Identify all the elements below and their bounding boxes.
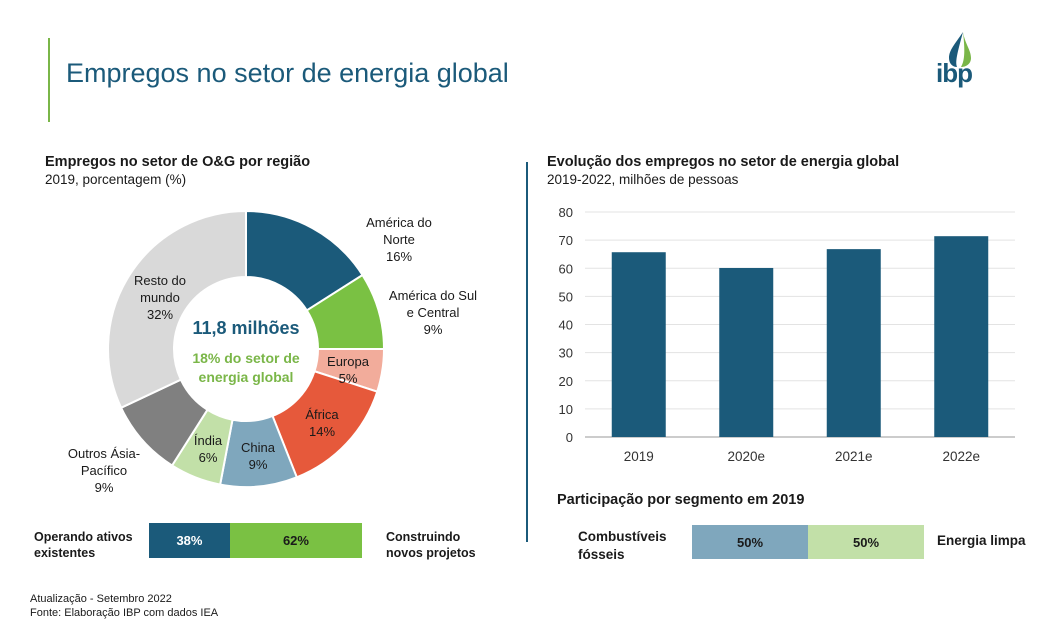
footer-update: Atualização - Setembro 2022 [30, 593, 172, 605]
slice-label-europe: Europa 5% [327, 354, 369, 386]
y-tick-label: 0 [566, 430, 573, 445]
bar-2021e [826, 249, 881, 437]
section-divider [526, 162, 528, 542]
bar-chart-title: Evolução dos empregos no setor de energi… [547, 154, 900, 170]
bar-chart: 0 10 20 30 40 50 60 70 80 2019 2020e 2021e 2022e [559, 205, 1015, 464]
y-tick-label: 80 [559, 205, 573, 220]
segment-right-label: Energia limpa [937, 533, 1026, 548]
ibp-logo-drop-icon [949, 32, 971, 67]
x-tick-label: 2021e [835, 449, 873, 464]
y-tick-label: 30 [559, 346, 573, 361]
ops-segment-operating: 38% [149, 523, 230, 558]
x-tick-label: 2019 [624, 449, 654, 464]
donut-center-line1: 18% do setor de [192, 350, 300, 366]
slice-label-south-america: América do Sul e Central 9% [388, 288, 478, 337]
y-tick-label: 60 [559, 261, 573, 276]
bar-2019 [611, 252, 666, 437]
ops-right-label: Construindo novos projetos [386, 530, 476, 560]
bar-2022e [934, 236, 989, 437]
donut-center-line2: energia global [198, 369, 294, 385]
donut-chart-title: Empregos no setor de O&G por região [45, 154, 311, 170]
bar-chart-subtitle: 2019-2022, milhões de pessoas [547, 172, 739, 187]
segment-stacked-bar: 50% 50% [692, 525, 924, 559]
segment-fossil: 50% [692, 525, 808, 559]
y-tick-label: 10 [559, 402, 573, 417]
segment-clean: 50% [808, 525, 924, 559]
donut-chart-subtitle: 2019, porcentagem (%) [45, 172, 187, 187]
donut-center-value: 11,8 milhões [192, 318, 300, 338]
footer-source: Fonte: Elaboração IBP com dados IEA [30, 607, 219, 619]
logo-text: ibp [936, 58, 973, 88]
bar-2020e [719, 267, 774, 437]
footer: Atualização - Setembro 2022 Fonte: Elabo… [30, 592, 218, 620]
donut-slice-7 [107, 209, 247, 410]
slice-label-north-america: América do Norte 16% [366, 215, 432, 264]
x-tick-label: 2022e [942, 449, 980, 464]
y-tick-label: 70 [559, 233, 573, 248]
slice-label-china: China 9% [241, 440, 275, 472]
slice-label-africa: África 14% [305, 407, 339, 439]
ops-stacked-bar: 38% 62% [149, 523, 362, 558]
title-accent-bar [48, 38, 50, 122]
x-tick-label: 2020e [727, 449, 765, 464]
ops-segment-building: 62% [229, 523, 362, 558]
slice-label-india: Índia 6% [193, 433, 223, 465]
y-tick-label: 40 [559, 318, 573, 333]
y-tick-label: 20 [559, 374, 573, 389]
segment-left-label: Combustíveis fósseis [578, 529, 667, 562]
donut-chart [107, 209, 386, 488]
segment-title: Participação por segmento em 2019 [557, 492, 805, 508]
y-tick-label: 50 [559, 289, 573, 304]
ops-left-label: Operando ativos existentes [34, 530, 133, 560]
page-title: Empregos no setor de energia global [66, 58, 509, 88]
slice-label-rest-of-world: Resto do mundo 32% [133, 273, 187, 322]
slice-label-other-asia-pacific: Outros Ásia- Pacífico 9% [67, 446, 141, 495]
